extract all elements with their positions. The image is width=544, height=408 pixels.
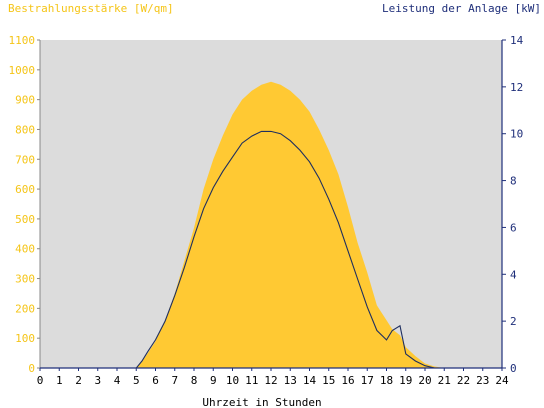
x-tick-label: 11 <box>245 374 258 387</box>
right-tick-label: 6 <box>510 221 517 234</box>
chart-marks <box>40 81 502 369</box>
right-axis-title: Leistung der Anlage [kW] <box>382 2 541 15</box>
right-axis: 0 2 4 6 8 10 12 14 <box>501 34 524 375</box>
x-tick-label: 14 <box>303 374 317 387</box>
irradiance-area <box>40 81 502 368</box>
right-tick-label: 2 <box>510 315 517 328</box>
x-tick-label: 16 <box>341 374 354 387</box>
x-tick-label: 23 <box>476 374 489 387</box>
left-tick-label: 100 <box>15 332 35 345</box>
x-axis-title: Uhrzeit in Stunden <box>202 396 321 408</box>
x-tick-label: 5 <box>133 374 140 387</box>
left-tick-label: 200 <box>15 302 35 315</box>
right-tick-label: 12 <box>510 81 523 94</box>
x-tick-label: 24 <box>495 374 509 387</box>
x-tick-label: 12 <box>264 374 277 387</box>
left-tick-label: 800 <box>15 123 35 136</box>
x-tick-label: 9 <box>210 374 217 387</box>
x-tick-label: 18 <box>380 374 393 387</box>
x-tick-label: 8 <box>191 374 198 387</box>
x-tick-label: 3 <box>94 374 101 387</box>
x-tick-label: 13 <box>284 374 297 387</box>
x-tick-label: 22 <box>457 374 470 387</box>
power-line <box>40 130 502 369</box>
left-tick-label: 1000 <box>9 64 36 77</box>
left-tick-label: 500 <box>15 213 35 226</box>
x-tick-label: 0 <box>37 374 44 387</box>
left-tick-label: 1100 <box>9 34 36 47</box>
left-axis: 0 100 200 300 400 500 600 700 800 900 1000 1100 <box>9 34 41 375</box>
left-tick-label: 400 <box>15 243 35 256</box>
x-tick-label: 6 <box>152 374 159 387</box>
x-tick-label: 17 <box>361 374 374 387</box>
left-tick-label: 900 <box>15 94 35 107</box>
right-tick-label: 4 <box>510 268 517 281</box>
right-tick-label: 0 <box>510 362 517 375</box>
x-tick-label: 20 <box>418 374 431 387</box>
left-tick-label: 700 <box>15 153 35 166</box>
x-tick-label: 1 <box>56 374 63 387</box>
x-tick-label: 7 <box>171 374 178 387</box>
x-tick-label: 10 <box>226 374 239 387</box>
x-tick-label: 4 <box>114 374 121 387</box>
x-tick-label: 19 <box>399 374 412 387</box>
left-tick-label: 0 <box>28 362 35 375</box>
x-tick-label: 2 <box>75 374 82 387</box>
right-tick-label: 14 <box>510 34 524 47</box>
x-tick-label: 21 <box>438 374 451 387</box>
right-tick-label: 10 <box>510 128 523 141</box>
left-tick-label: 300 <box>15 273 35 286</box>
left-axis-title: Bestrahlungsstärke [W/qm] <box>8 2 174 15</box>
x-tick-label: 15 <box>322 374 335 387</box>
x-axis: 0 1 2 3 4 5 6 7 8 9 10 11 12 13 14 15 16 17 18 19 20 21 22 23 24 <box>37 367 509 387</box>
left-tick-label: 600 <box>15 183 35 196</box>
right-tick-label: 8 <box>510 175 517 188</box>
